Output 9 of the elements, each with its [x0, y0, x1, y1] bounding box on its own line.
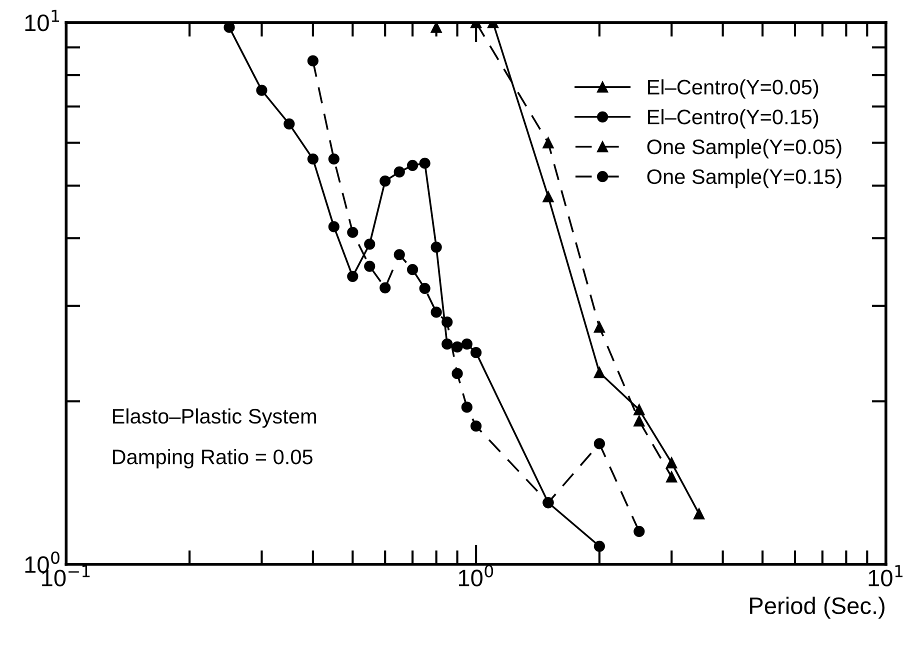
x-tick-label: 10$^{1}$ — [868, 565, 903, 586]
annotation: Damping Ratio = 0.05 — [112, 449, 312, 468]
x-tick-label: 10$^{0}$ — [458, 564, 494, 586]
legend-label: One Sample(Y=0.15) — [647, 168, 842, 188]
legend-label: El–Centro(Y=0.05) — [648, 79, 818, 99]
legend-label: One Sample(Y=0.05) — [647, 138, 842, 158]
x-axis-title: Period (Sec.) — [750, 596, 884, 619]
annotation: Elasto–Plastic System — [112, 408, 316, 428]
legend-label: El–Centro(Y=0.15) — [648, 109, 818, 128]
